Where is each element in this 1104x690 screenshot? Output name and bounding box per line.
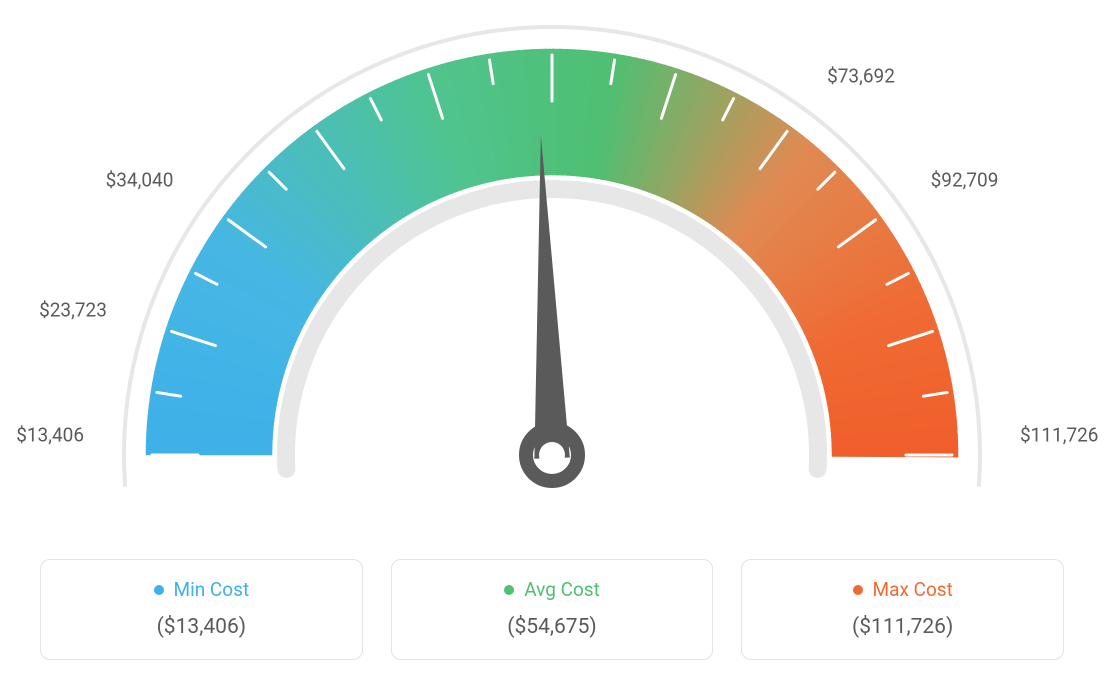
max-cost-card: Max Cost ($111,726): [741, 559, 1064, 660]
scale-label: $23,723: [39, 299, 107, 322]
gauge-svg: [0, 0, 1104, 520]
gauge-chart-wrap: $13,406$23,723$34,040$54,675$73,692$92,7…: [0, 0, 1104, 690]
max-cost-title-row: Max Cost: [752, 578, 1053, 601]
max-cost-dot-icon: [853, 585, 863, 595]
min-cost-dot-icon: [154, 585, 164, 595]
scale-label: $34,040: [106, 168, 174, 191]
avg-cost-value: ($54,675): [402, 615, 703, 639]
min-cost-title-row: Min Cost: [51, 578, 352, 601]
legend-cards: Min Cost ($13,406) Avg Cost ($54,675) Ma…: [40, 559, 1064, 660]
max-cost-title: Max Cost: [873, 578, 953, 601]
avg-cost-title: Avg Cost: [524, 578, 600, 601]
min-cost-title: Min Cost: [174, 578, 250, 601]
avg-cost-dot-icon: [504, 585, 514, 595]
avg-cost-title-row: Avg Cost: [402, 578, 703, 601]
scale-label: $73,692: [827, 65, 895, 88]
avg-cost-card: Avg Cost ($54,675): [391, 559, 714, 660]
scale-label: $111,726: [1020, 424, 1099, 447]
min-cost-value: ($13,406): [51, 615, 352, 639]
scale-label: $92,709: [931, 168, 999, 191]
min-cost-card: Min Cost ($13,406): [40, 559, 363, 660]
scale-label: $13,406: [16, 424, 84, 447]
gauge-area: $13,406$23,723$34,040$54,675$73,692$92,7…: [0, 0, 1104, 520]
max-cost-value: ($111,726): [752, 615, 1053, 639]
